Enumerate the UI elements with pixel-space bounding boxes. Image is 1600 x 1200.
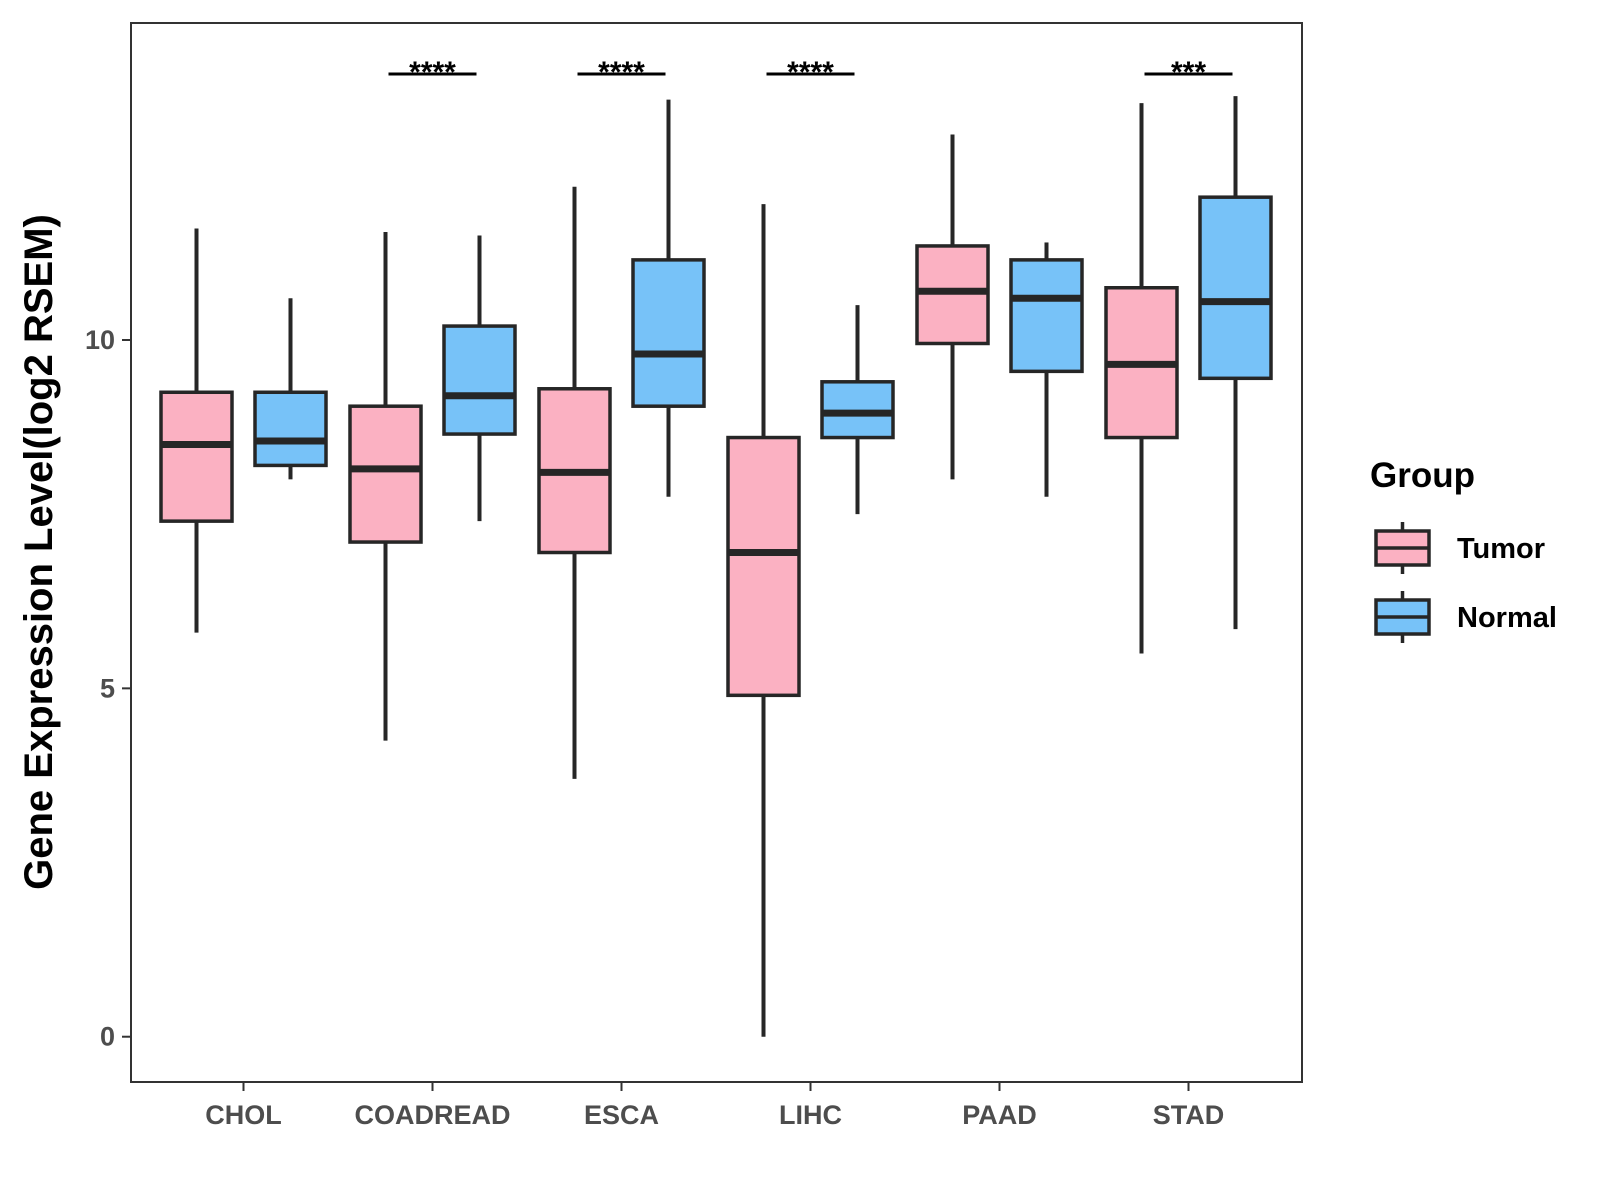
significance-stad: *** (1144, 56, 1233, 89)
box-normal-paad (1009, 242, 1084, 497)
boxes-layer (159, 96, 1273, 1037)
box-tumor-chol (159, 228, 234, 633)
box-body (348, 404, 423, 544)
x-tick-label: STAD (1153, 1100, 1225, 1130)
legend-label: Tumor (1457, 533, 1545, 565)
box-normal-esca (631, 99, 706, 497)
box-body (442, 324, 517, 436)
legend-title: Group (1370, 456, 1475, 495)
y-axis-title: Gene Expression Level(log2 RSEM) (17, 214, 61, 890)
x-tick-label: ESCA (584, 1100, 659, 1130)
significance-lihc: **** (766, 56, 855, 89)
box-tumor-esca (537, 186, 612, 779)
box-normal-stad (1198, 96, 1273, 630)
significance-label: *** (1171, 56, 1206, 89)
x-tick-label: LIHC (779, 1100, 842, 1130)
significance-esca: **** (577, 56, 666, 89)
box-body (726, 435, 801, 698)
box-tumor-stad (1104, 103, 1179, 654)
x-tick-label: COADREAD (354, 1100, 510, 1130)
x-axis: CHOL COADREAD ESCA LIHC PAAD STAD (205, 1082, 1224, 1130)
y-tick-label: 0 (100, 1022, 115, 1052)
legend-item-tumor: Tumor (1374, 522, 1545, 574)
box-normal-coadread (442, 235, 517, 522)
box-body (253, 390, 328, 468)
legend-entries: Tumor Normal (1374, 522, 1557, 643)
significance-label: **** (409, 56, 456, 89)
box-body (631, 258, 706, 408)
y-axis: 0 5 10 (85, 325, 131, 1052)
box-body (1198, 195, 1273, 381)
significance-label: **** (787, 56, 834, 89)
y-tick-label: 10 (85, 325, 115, 355)
plot-panel (130, 22, 1303, 1083)
x-tick-label: PAAD (962, 1100, 1037, 1130)
legend-label: Normal (1457, 602, 1557, 634)
box-tumor-paad (915, 134, 990, 480)
box-body (1009, 258, 1084, 374)
legend-item-normal: Normal (1374, 591, 1557, 643)
y-tick-label: 5 (100, 673, 115, 703)
box-tumor-coadread (348, 232, 423, 741)
box-normal-chol (253, 298, 328, 480)
x-tick-label: CHOL (205, 1100, 282, 1130)
significance-label: **** (598, 56, 645, 89)
significance-coadread: **** (388, 56, 477, 89)
box-tumor-lihc (726, 204, 801, 1037)
significance-layer: **** **** **** *** (388, 56, 1233, 89)
box-normal-lihc (820, 305, 895, 515)
legend: Group Tumor Normal (1370, 456, 1557, 643)
box-body (159, 390, 234, 523)
